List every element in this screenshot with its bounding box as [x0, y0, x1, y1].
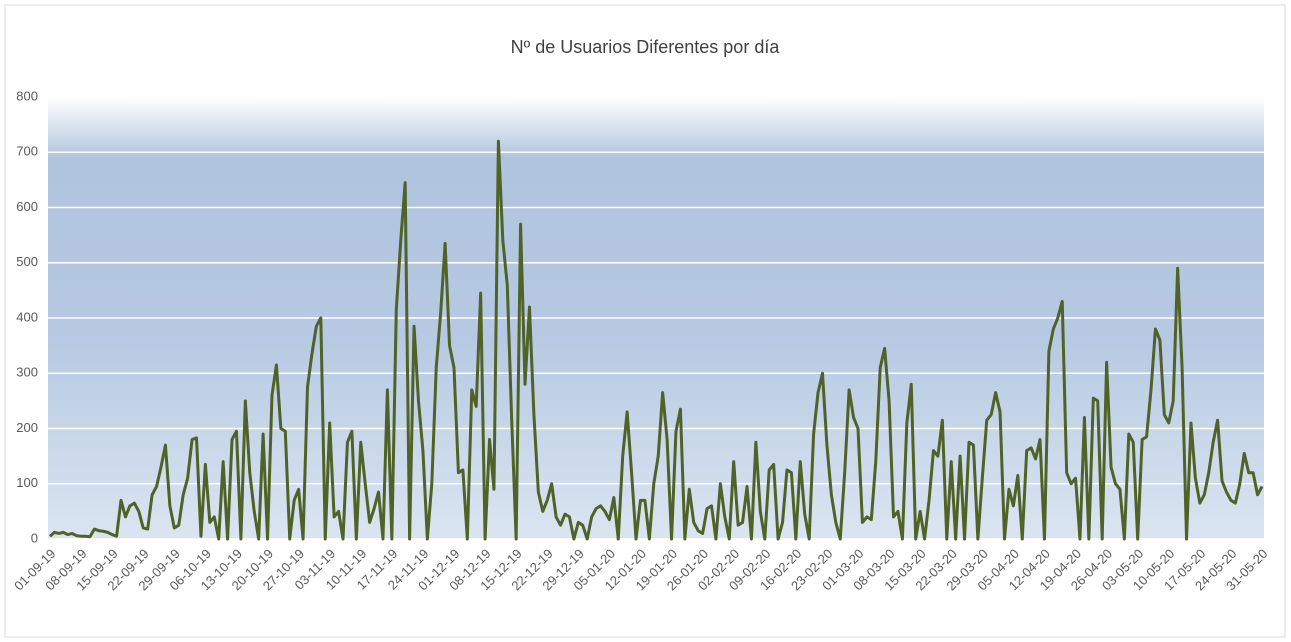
y-tick-label: 600	[16, 199, 38, 214]
y-tick-label: 700	[16, 144, 38, 159]
y-tick-label: 400	[16, 309, 38, 324]
data-line	[49, 139, 1264, 541]
y-tick-label: 200	[16, 420, 38, 435]
y-tick-label: 800	[16, 88, 38, 103]
y-tick-label: 300	[16, 365, 38, 380]
y-tick-label: 500	[16, 254, 38, 269]
chart-title: Nº de Usuarios Diferentes por día	[511, 37, 781, 57]
y-tick-label: 0	[31, 530, 38, 545]
y-tick-label: 100	[16, 475, 38, 490]
